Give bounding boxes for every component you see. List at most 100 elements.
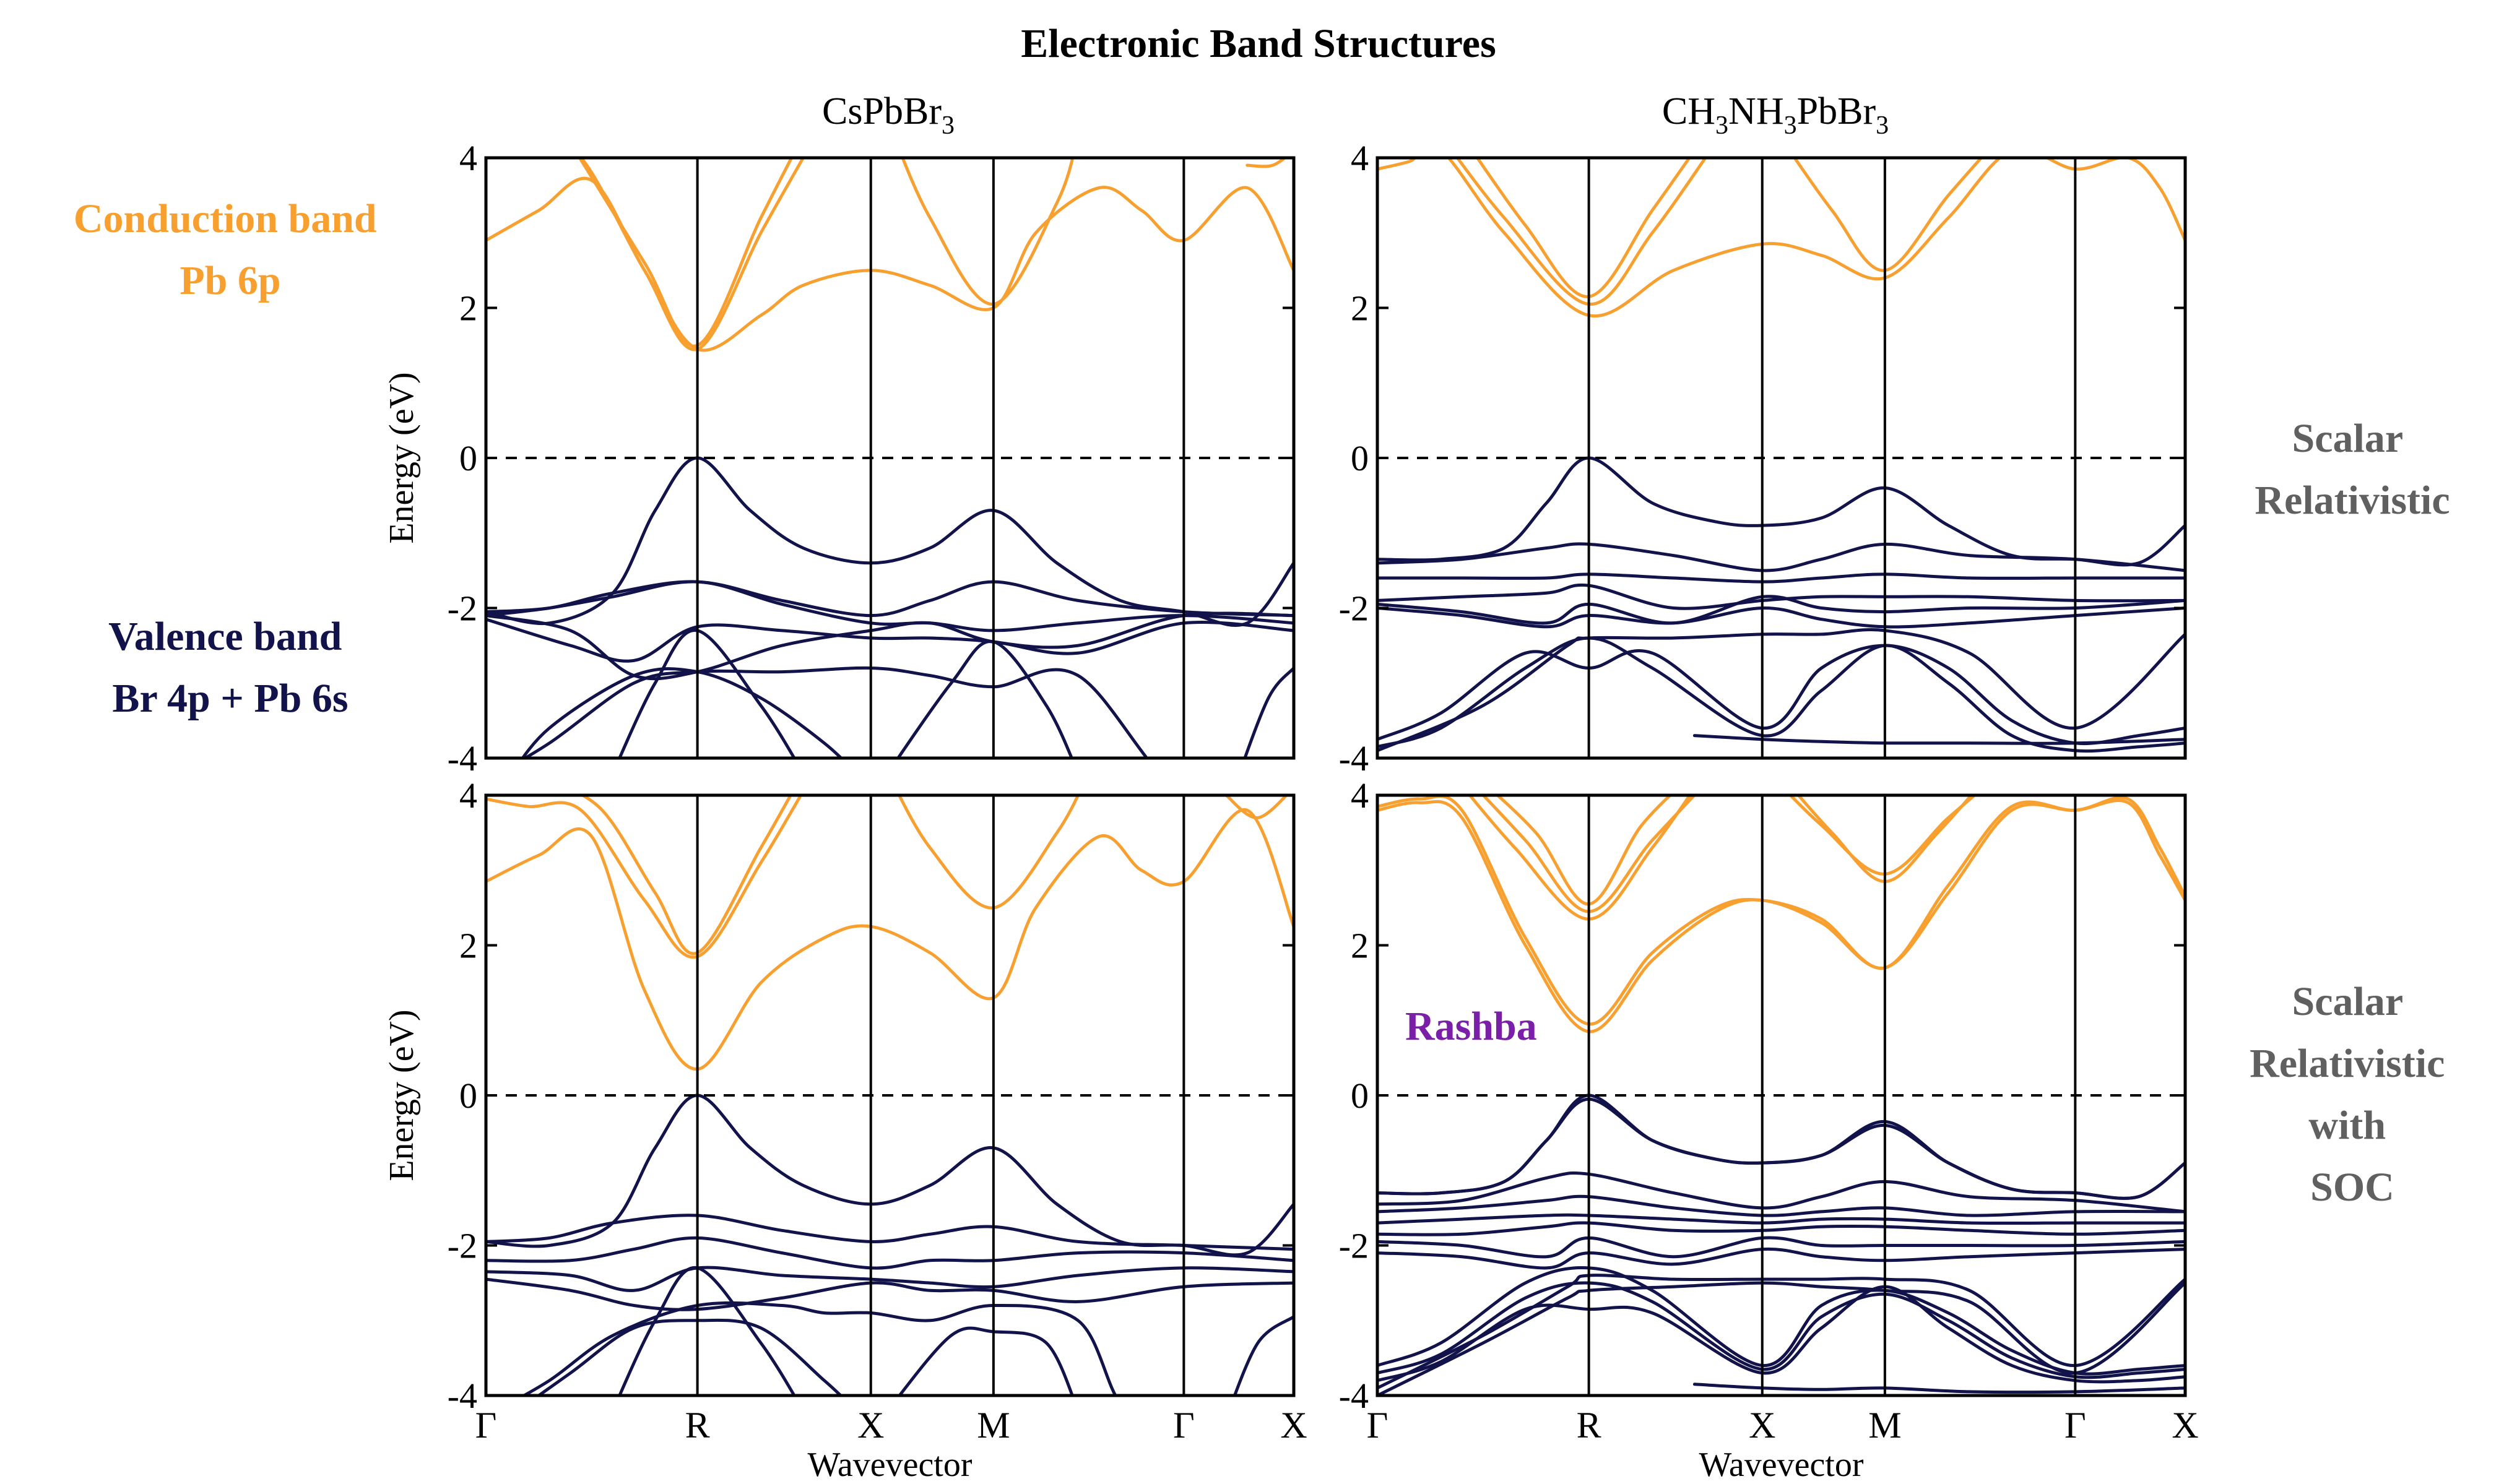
valence-band-line-7	[486, 1236, 1294, 1270]
valence-band-line1: Valence band	[108, 614, 342, 659]
x-tick-label: M	[977, 1405, 1010, 1446]
x-tick-label: X	[1280, 1405, 1307, 1446]
valence-band-line-10	[522, 666, 1149, 758]
x-tick-label: R	[1577, 1405, 1601, 1446]
valence-band-line-10	[1377, 1194, 2185, 1217]
conduction-band-label: Conduction band Pb 6p	[74, 196, 387, 303]
valence-band-line-10	[536, 1318, 843, 1396]
valence-band-line-17	[1377, 1285, 2185, 1384]
valence-band-line-9	[1377, 1171, 2185, 1214]
conduction-band-line-1	[1377, 795, 2185, 1026]
y-tick-label: -4	[448, 1376, 477, 1416]
conduction-band-line-0	[486, 808, 1294, 1071]
conduction-band-line-1	[486, 795, 803, 959]
valence-band-line-7	[486, 580, 1294, 632]
valence-band-line2: Br 4p + Pb 6s	[112, 676, 348, 721]
band-lines	[1377, 795, 2185, 1396]
x-tick-label: X	[1749, 1405, 1775, 1446]
valence-band-line-12	[1377, 628, 2185, 753]
y-tick-label: 4	[459, 138, 477, 178]
valence-band-line-13	[897, 1326, 1074, 1396]
row-label-scalar-line2: Relativistic	[2255, 478, 2450, 523]
valence-band-line-13	[896, 639, 1073, 758]
conduction-band-line1: Conduction band	[74, 196, 377, 241]
y-tick-label: 2	[459, 926, 477, 966]
valence-band-line-8	[486, 1266, 1294, 1292]
x-tick-label: Γ	[1367, 1405, 1388, 1446]
valence-band-line-12	[618, 629, 796, 758]
column-title-mapbbr3-part-4: PbBr	[1797, 90, 1876, 132]
y-tick-label: 0	[459, 438, 477, 478]
y-tick-label: -4	[1339, 1376, 1369, 1416]
y-tick-label: 4	[1351, 138, 1369, 178]
valence-band-line-14	[1233, 1315, 1294, 1396]
valence-band-line-5	[486, 456, 1294, 627]
conduction-band-line-2	[579, 795, 793, 956]
valence-band-line-18	[1377, 1274, 2185, 1390]
y-axis-label: Energy (eV)	[383, 1009, 421, 1181]
y-tick-label: 2	[459, 288, 477, 329]
y-tick-label: 2	[1351, 926, 1369, 966]
column-title-mapbbr3-part-5: 3	[1876, 111, 1889, 140]
column-title-mapbbr3-part-3: 3	[1784, 111, 1797, 140]
y-tick-label: 4	[459, 775, 477, 816]
column-title-cspbbr3-sub: 3	[942, 111, 955, 140]
valence-band-line-6	[486, 580, 1294, 618]
conduction-band-line-4	[1246, 158, 1288, 168]
valence-band-line-20	[1692, 1383, 2185, 1394]
conduction-band-line-1	[579, 158, 805, 352]
x-tick-label: M	[1868, 1405, 1901, 1446]
x-axis-label: Wavevector	[1699, 1446, 1864, 1484]
column-title-cspbbr3-base: CsPbBr	[822, 90, 942, 132]
x-tick-label: R	[685, 1405, 710, 1446]
valence-band-line-11	[521, 1301, 1117, 1396]
panel-cspbbr3_scalar: -4 -2 0 2 4 Energy (eV)	[383, 138, 1296, 779]
conduction-band-line-0	[1377, 158, 2185, 318]
row-label-soc-line1: Scalar	[2292, 979, 2402, 1024]
y-tick-label: 0	[459, 1076, 477, 1116]
column-title-mapbbr3: CH3NH3PbBr3	[1662, 90, 1889, 140]
y-tick-label: -2	[448, 589, 477, 629]
figure-title: Electronic Band Structures	[1021, 21, 1496, 66]
y-tick-label: -4	[448, 738, 477, 779]
x-tick-label: X	[857, 1405, 884, 1446]
row-label-soc-line4: SOC	[2310, 1165, 2394, 1210]
x-tick-label: Γ	[475, 1405, 497, 1446]
valence-band-line-19	[1377, 1281, 2185, 1396]
valence-band-line-5	[1377, 542, 2185, 572]
valence-band-line-9	[486, 1277, 1294, 1311]
valence-band-line-6	[1377, 572, 2185, 584]
y-tick-label: -4	[1339, 738, 1369, 779]
valence-band-line-16	[1377, 1281, 2185, 1379]
y-tick-label: 0	[1351, 438, 1369, 478]
band-lines	[1377, 158, 2185, 753]
valence-band-line-11	[1377, 1213, 2185, 1225]
conduction-band-line-0	[1377, 799, 2185, 1033]
y-tick-label: 4	[1351, 775, 1369, 816]
valence-band-line-10	[1377, 644, 2185, 746]
y-tick-label: -2	[1339, 1226, 1369, 1266]
column-title-mapbbr3-part-2: NH	[1728, 90, 1784, 132]
y-tick-label: 2	[1351, 288, 1369, 329]
panel-ma_scalar: -4 -2 0 2 4	[1339, 138, 2187, 779]
x-tick-label: Γ	[2064, 1405, 2086, 1446]
conduction-band-line-3	[897, 795, 1080, 910]
valence-band-line-6	[486, 1214, 1294, 1251]
conduction-band-line-3	[1792, 158, 1983, 272]
valence-band-line-11	[1377, 636, 2185, 753]
x-axis-label: Wavevector	[808, 1446, 973, 1484]
conduction-band-line-1	[1455, 158, 1707, 306]
conduction-band-line2: Pb 6p	[180, 258, 280, 303]
band-lines	[486, 158, 1294, 758]
rashba-annotation: Rashba	[1405, 1004, 1537, 1049]
valence-band-line-9	[1377, 606, 2185, 629]
column-title-cspbbr3: CsPbBr3	[822, 90, 955, 140]
y-tick-label: -2	[448, 1226, 477, 1266]
column-title-mapbbr3-part-1: 3	[1715, 111, 1728, 140]
valence-band-line-8	[1377, 1097, 2185, 1200]
row-label-soc-line2: Relativistic	[2250, 1041, 2445, 1086]
